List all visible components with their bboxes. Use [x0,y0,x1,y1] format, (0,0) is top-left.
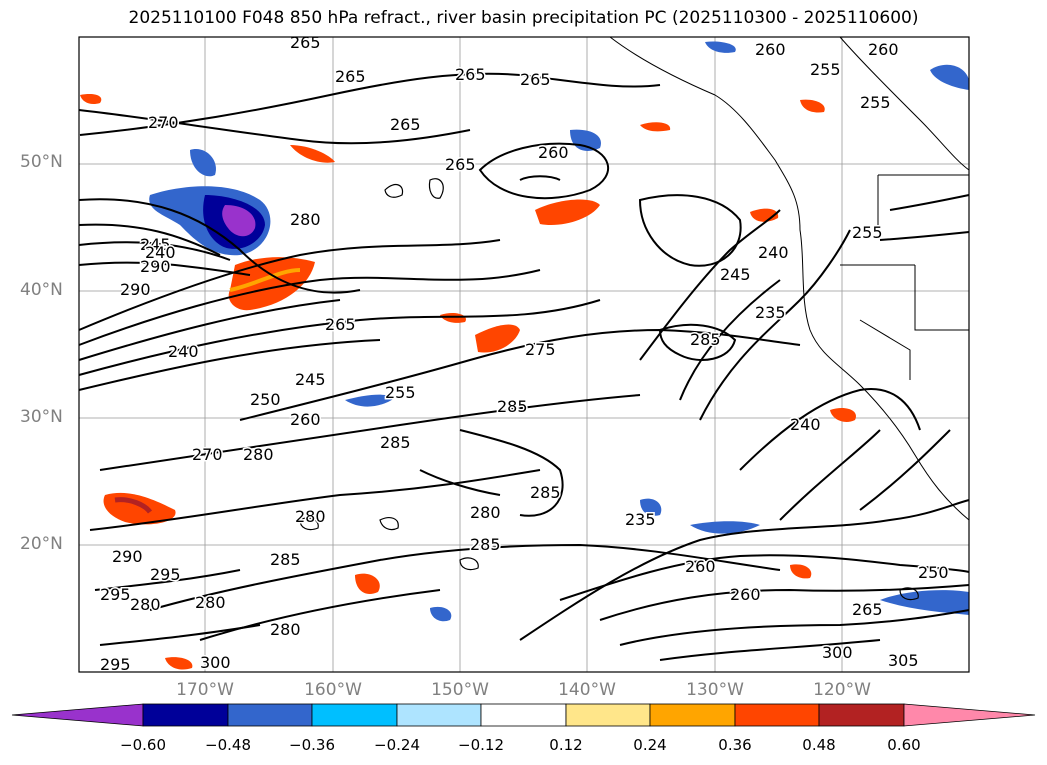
colorbar [11,703,1036,727]
map-plot-area: 265 265 265 265 260 260 255 255 270 265 … [78,32,970,676]
precip-shading [80,41,969,670]
lon-label-160w: 160°W [304,680,362,700]
contour-label: 260 [730,585,761,604]
contour-label: 280 [295,507,326,526]
contour-label: 240 [790,415,821,434]
colorbar-tick-label: 0.12 [549,736,583,754]
contour-label: 260 [868,40,899,59]
contour-label: 240 [758,243,789,262]
contour-label: 240 [168,342,199,361]
contour-label: 280 [195,593,226,612]
contour-label: 260 [290,410,321,429]
colorbar-segment [565,703,651,727]
contour-label: 285 [380,433,411,452]
contour-label: 270 [192,445,223,464]
contour-label: 285 [470,535,501,554]
contour-label: 265 [520,70,551,89]
lat-label-40n: 40°N [20,280,63,300]
colorbar-segment [227,703,313,727]
colorbar-segment [734,703,820,727]
contour-label: 295 [150,565,181,584]
colorbar-segment [142,703,229,727]
contour-label: 245 [720,265,751,284]
lon-label-120w: 120°W [813,680,871,700]
colorbar-tick-label: −0.36 [289,736,335,754]
coastlines [609,36,970,521]
contour-label: 285 [270,550,301,569]
contour-label: 290 [120,280,151,299]
contour-label: 260 [538,143,569,162]
contour-label: 280 [470,503,501,522]
colorbar-tick-label: −0.24 [374,736,420,754]
map-frame [78,36,970,673]
colorbar-segment [818,703,905,727]
colorbar-tick-label: −0.12 [458,736,504,754]
contour-label: 265 [335,67,366,86]
colorbar-segment [480,703,567,727]
colorbar-tick-label: −0.48 [205,736,251,754]
lon-label-170w: 170°W [176,680,234,700]
colorbar-segment [649,703,736,727]
contour-label: 300 [200,653,231,672]
contour-label: 280 [270,620,301,639]
lat-label-30n: 30°N [20,407,63,427]
lon-label-150w: 150°W [431,680,489,700]
contour-label: 235 [755,303,786,322]
contour-label: 265 [325,315,356,334]
lat-label-50n: 50°N [20,152,63,172]
contour-fragments [299,178,919,601]
contour-label: 255 [810,60,841,79]
colorbar-tick-label: 0.48 [802,736,836,754]
lat-label-20n: 20°N [20,534,63,554]
contour-label: 265 [390,115,421,134]
contour-label: 260 [755,40,786,59]
contour-label: 295 [100,655,131,674]
contour-label: 245 [140,235,171,254]
contour-label: 265 [852,600,883,619]
contour-label: 300 [822,643,853,662]
contour-label: 265 [455,65,486,84]
contour-label: 280 [290,210,321,229]
contour-label: 260 [685,557,716,576]
contour-label: 290 [140,257,171,276]
contour-label: 255 [852,223,883,242]
colorbar-segment [396,703,482,727]
colorbar-tick-label: 0.60 [887,736,921,754]
colorbar-tick-label: 0.24 [633,736,667,754]
contour-label: 280 [130,595,161,614]
lon-label-140w: 140°W [558,680,616,700]
contour-label: 285 [690,330,721,349]
contour-label: 235 [625,510,656,529]
contour-labels: 265 265 265 265 260 260 255 255 270 265 … [99,32,951,676]
contour-label: 285 [530,483,561,502]
contour-label: 265 [290,33,321,52]
colorbar-segment [311,703,398,727]
contour-label: 245 [295,370,326,389]
contour-label: 285 [497,397,528,416]
lon-label-130w: 130°W [686,680,744,700]
contour-label: 280 [243,445,274,464]
contour-label: 305 [888,651,919,670]
contour-label: 270 [148,113,179,132]
contour-label: 240 [145,243,176,262]
map-title: 2025110100 F048 850 hPa refract., river … [128,8,919,28]
contour-label: 290 [112,547,143,566]
contour-label: 255 [860,93,891,112]
colorbar-tick-label: −0.60 [120,736,166,754]
colorbar-extend-high [903,703,1036,727]
contour-label: 250 [918,563,949,582]
colorbar-tick-label: 0.36 [718,736,752,754]
contour-label: 275 [525,340,556,359]
contour-label: 265 [445,155,476,174]
contour-label: 295 [100,585,131,604]
contour-label: 255 [385,383,416,402]
colorbar-extend-low [11,703,144,727]
contour-label: 250 [250,390,281,409]
